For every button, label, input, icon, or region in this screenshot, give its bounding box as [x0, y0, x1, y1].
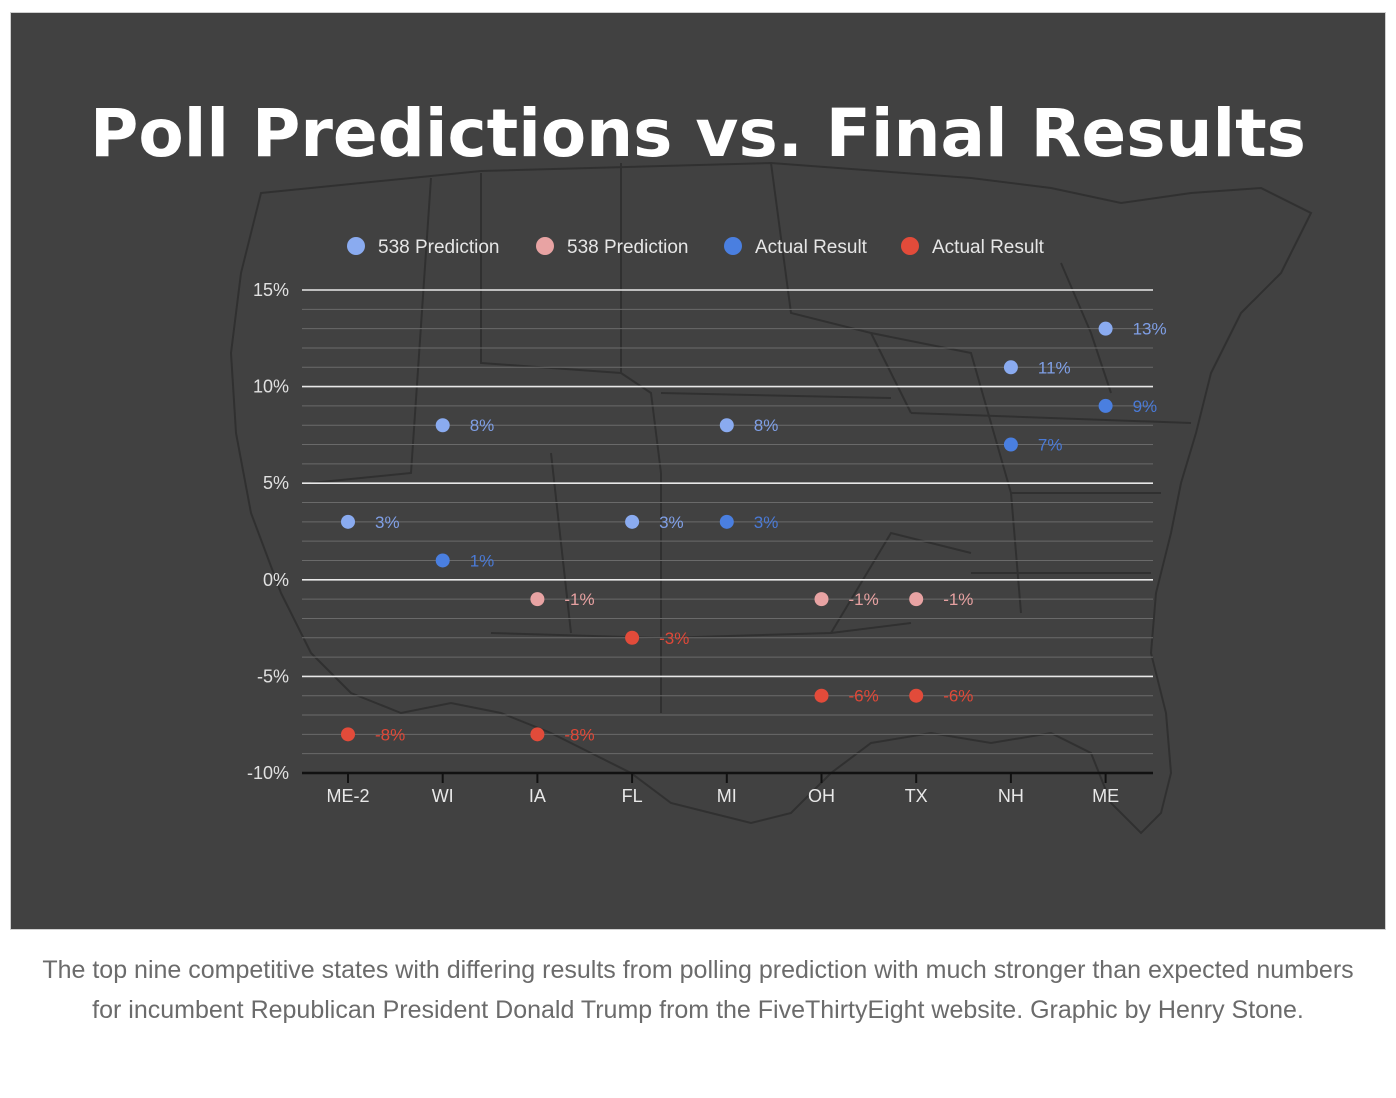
- data-label: 3%: [754, 513, 779, 532]
- legend-label-1: 538 Prediction: [378, 237, 499, 258]
- data-point: [1098, 398, 1113, 413]
- data-label: -8%: [564, 725, 594, 744]
- data-label: 3%: [659, 513, 684, 532]
- data-point: [435, 553, 450, 568]
- legend-marker-3: [724, 237, 742, 255]
- x-tick-label: IA: [529, 786, 546, 806]
- data-point: [1098, 321, 1113, 336]
- data-point: [530, 592, 545, 607]
- data-point: [814, 688, 829, 703]
- data-point: [909, 592, 924, 607]
- y-axis: 15% 10% 5% 0% -5% -10%: [247, 280, 289, 783]
- data-label: 8%: [470, 416, 495, 435]
- y-tick-label: 10%: [253, 377, 289, 397]
- data-point: [814, 592, 829, 607]
- data-point: [341, 727, 355, 742]
- data-point: [719, 514, 734, 529]
- data-point: [1003, 360, 1018, 375]
- data-label: 8%: [754, 416, 779, 435]
- data-label: -1%: [849, 590, 879, 609]
- data-point: [625, 514, 640, 529]
- data-label: -8%: [375, 725, 405, 744]
- y-tick-label: 15%: [253, 280, 289, 300]
- x-tick-label: WI: [432, 786, 454, 806]
- x-tick-label: NH: [998, 786, 1024, 806]
- legend-marker-1: [347, 237, 365, 255]
- data-point: [719, 418, 734, 433]
- x-tick-label: TX: [905, 786, 928, 806]
- x-tick-label: ME-2: [326, 786, 369, 806]
- data-point: [909, 688, 924, 703]
- chart-svg: 538 Prediction 538 Prediction Actual Resul…: [229, 161, 1313, 835]
- legend-label-4: Actual Result: [932, 237, 1045, 258]
- data-label: -1%: [943, 590, 973, 609]
- y-tick-label: 0%: [263, 570, 289, 590]
- y-tick-label: -5%: [257, 666, 289, 686]
- data-label: 3%: [375, 513, 400, 532]
- data-label: -3%: [659, 629, 689, 648]
- x-axis: ME-2 WI IA FL MI OH TX NH ME: [302, 771, 1153, 806]
- legend-marker-2: [536, 237, 554, 255]
- y-tick-label: 5%: [263, 473, 289, 493]
- data-label: 7%: [1038, 436, 1063, 455]
- x-tick-label: MI: [717, 786, 737, 806]
- data-label: 13%: [1133, 320, 1167, 339]
- data-point: [530, 727, 545, 742]
- data-label: 11%: [1038, 358, 1071, 377]
- chart-figure: 538 Prediction 538 Prediction Actual Resul…: [10, 12, 1386, 930]
- data-point: [625, 630, 640, 645]
- x-tick-label: ME: [1092, 786, 1119, 806]
- chart-points: 3% 8% 3% 8% 11% 13% -1% -1% -1% 1% 3% 7% 9% -8% -8% -3%…: [341, 320, 1167, 744]
- data-label: 1%: [470, 551, 495, 570]
- x-tick-label: FL: [622, 786, 643, 806]
- data-label: -6%: [849, 687, 879, 706]
- chart-title: Poll Predictions vs. Final Results: [90, 95, 1306, 172]
- data-label: -1%: [564, 590, 594, 609]
- data-label: 9%: [1133, 397, 1158, 416]
- legend-marker-4: [901, 237, 919, 255]
- y-tick-label: -10%: [247, 763, 289, 783]
- data-label: -6%: [943, 687, 973, 706]
- us-map-background: [229, 161, 1313, 835]
- figure-caption: The top nine competitive states with dif…: [42, 956, 1354, 1024]
- legend-label-2: 538 Prediction: [567, 237, 688, 258]
- legend-label-3: Actual Result: [755, 237, 868, 258]
- data-point: [435, 418, 450, 433]
- data-point: [1003, 437, 1018, 452]
- chart-legend: 538 Prediction 538 Prediction Actual Resul…: [347, 237, 1045, 258]
- x-tick-label: OH: [808, 786, 835, 806]
- data-point: [341, 514, 355, 529]
